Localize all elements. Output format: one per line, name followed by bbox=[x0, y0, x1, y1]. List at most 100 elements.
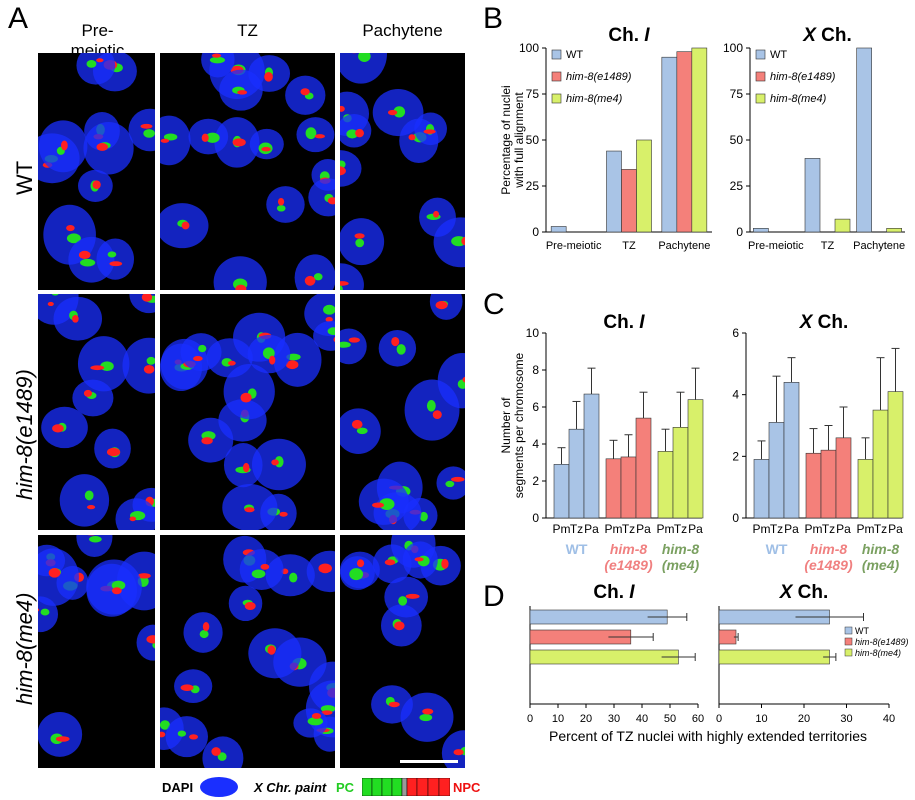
npc-signal bbox=[137, 573, 151, 579]
npc-signal bbox=[180, 684, 194, 691]
panel-a-letter: A bbox=[8, 2, 29, 35]
chart-title: X Ch. bbox=[799, 312, 849, 333]
pc-signal bbox=[84, 490, 94, 501]
bar bbox=[691, 47, 708, 233]
legend-swatch bbox=[551, 93, 562, 104]
pc-signal bbox=[305, 127, 317, 140]
bar bbox=[529, 609, 668, 625]
npc-signal bbox=[285, 360, 299, 370]
x-tick-label: Pre-meiotic bbox=[546, 240, 602, 252]
micrograph-tile bbox=[38, 535, 155, 768]
npc-signal bbox=[160, 138, 170, 143]
nucleus-blob bbox=[441, 730, 465, 768]
legend-paint-label: X Chr. paint bbox=[254, 780, 327, 795]
y-tick-label: 50 bbox=[526, 133, 540, 147]
chart-title: Ch. I bbox=[608, 25, 650, 46]
pc-signal bbox=[289, 572, 298, 583]
x-tick-label: Tz bbox=[570, 522, 583, 536]
legend-npc-label: NPC bbox=[453, 780, 481, 795]
nucleus-blob bbox=[59, 474, 110, 527]
group-label: WT bbox=[566, 541, 588, 557]
npc-signal bbox=[388, 701, 400, 708]
x-tick-label: Pa bbox=[636, 522, 651, 536]
nucleus-blob bbox=[180, 333, 222, 372]
npc-signal bbox=[227, 360, 236, 366]
npc-signal bbox=[244, 507, 255, 513]
npc-signal bbox=[92, 180, 101, 190]
x-tick-label: Tz bbox=[822, 522, 835, 536]
chart-title: X Ch. bbox=[779, 582, 829, 603]
x-tick-label: Tz bbox=[770, 522, 783, 536]
micrograph-tile bbox=[38, 294, 155, 530]
npc-signal bbox=[48, 568, 61, 578]
bar bbox=[620, 456, 637, 519]
pc-signal bbox=[199, 630, 209, 639]
npc-signal bbox=[267, 645, 276, 655]
pc-signal bbox=[340, 341, 351, 348]
legend-label: him-8(e1489) bbox=[770, 71, 836, 83]
x-tick-label: Tz bbox=[674, 522, 687, 536]
npc-signal bbox=[242, 462, 250, 473]
y-tick-label: 2 bbox=[732, 449, 739, 463]
legend-label: him-8(me4) bbox=[770, 93, 827, 105]
npc-signal bbox=[61, 140, 68, 151]
pc-signal bbox=[217, 752, 227, 761]
npc-signal bbox=[318, 563, 332, 574]
pc-signal bbox=[393, 106, 406, 118]
x-tick-label: TZ bbox=[622, 240, 636, 252]
bar bbox=[856, 47, 872, 233]
legend-swatch bbox=[755, 71, 766, 82]
y-tick-label: 4 bbox=[732, 388, 739, 402]
npc-signal bbox=[83, 389, 93, 397]
nucleus-blob bbox=[128, 108, 155, 152]
group-label: (me4) bbox=[862, 557, 900, 573]
pc-signal bbox=[86, 60, 97, 68]
bar bbox=[553, 464, 570, 519]
npc-signal bbox=[232, 138, 246, 147]
bar bbox=[621, 169, 637, 233]
pc-signal bbox=[327, 327, 335, 336]
pc-signal bbox=[398, 596, 408, 606]
npc-signal bbox=[355, 128, 364, 138]
npc-signal bbox=[111, 587, 122, 595]
bar bbox=[605, 458, 622, 519]
x-tick-label: 40 bbox=[636, 713, 648, 725]
y-tick-label: 0 bbox=[532, 225, 539, 239]
bar bbox=[753, 459, 770, 519]
x-tick-label: Pachytene bbox=[853, 240, 905, 252]
legend-label: him-8(e1489) bbox=[855, 637, 909, 647]
npc-signal bbox=[140, 123, 153, 129]
nucleus-blob bbox=[38, 548, 79, 606]
npc-signal bbox=[96, 58, 104, 63]
legend-label: him-8(e1489) bbox=[566, 71, 632, 83]
pc-signal bbox=[143, 129, 155, 138]
pc-signal bbox=[340, 160, 346, 169]
npc-signal bbox=[129, 516, 137, 522]
legend-dapi-label: DAPI bbox=[162, 780, 194, 795]
npc-signal bbox=[55, 736, 70, 742]
nucleus-blob bbox=[201, 53, 235, 78]
y-tick-label: 100 bbox=[723, 41, 743, 55]
pc-signal bbox=[445, 480, 455, 488]
x-tick-label: Pm bbox=[657, 522, 675, 536]
column-head-pachytene: Pachytene bbox=[362, 21, 443, 40]
legend-label: WT bbox=[566, 49, 583, 61]
micrograph-tile bbox=[340, 294, 465, 530]
bar bbox=[820, 449, 837, 519]
nucleus-blob bbox=[76, 535, 113, 557]
y-tick-label: 25 bbox=[526, 179, 540, 193]
group-label: (e1489) bbox=[604, 557, 653, 573]
nucleus-blob bbox=[340, 53, 387, 84]
bar bbox=[636, 139, 652, 233]
npc-signal bbox=[146, 635, 155, 644]
x-tick-label: Pa bbox=[836, 522, 851, 536]
nucleus-blob bbox=[165, 716, 208, 758]
column-head-tz: TZ bbox=[237, 21, 258, 40]
npc-signal bbox=[202, 622, 210, 632]
bar bbox=[872, 409, 889, 519]
scale-bar bbox=[400, 760, 458, 763]
npc-signal bbox=[314, 134, 326, 139]
npc-signal bbox=[237, 90, 248, 95]
npc-signal bbox=[433, 210, 440, 218]
npc-signal bbox=[279, 511, 288, 517]
